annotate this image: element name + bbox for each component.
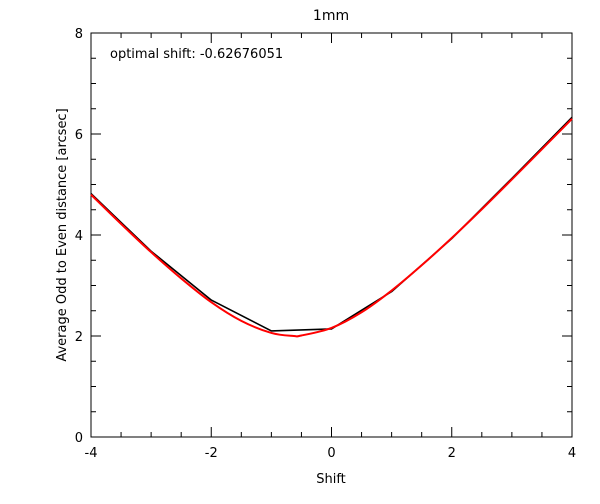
series-fit-line xyxy=(91,119,572,337)
series-measured-line xyxy=(91,117,572,331)
x-tick-label: -4 xyxy=(85,446,98,461)
y-tick-label: 4 xyxy=(75,229,83,244)
y-tick-label: 6 xyxy=(75,128,83,143)
x-tick-label: 4 xyxy=(568,446,576,461)
x-tick-label: -2 xyxy=(205,446,218,461)
x-tick-label: 2 xyxy=(448,446,456,461)
x-tick-label: 0 xyxy=(327,446,335,461)
annotation-optimal-shift: optimal shift: -0.62676051 xyxy=(110,47,283,62)
y-axis-label: Average Odd to Even distance [arcsec] xyxy=(55,108,70,361)
x-axis-label: Shift xyxy=(316,472,346,487)
y-tick-label: 8 xyxy=(75,27,83,42)
chart-title: 1mm xyxy=(313,8,349,24)
y-tick-label: 2 xyxy=(75,330,83,345)
y-tick-label: 0 xyxy=(75,431,83,446)
plot-frame xyxy=(91,33,572,437)
